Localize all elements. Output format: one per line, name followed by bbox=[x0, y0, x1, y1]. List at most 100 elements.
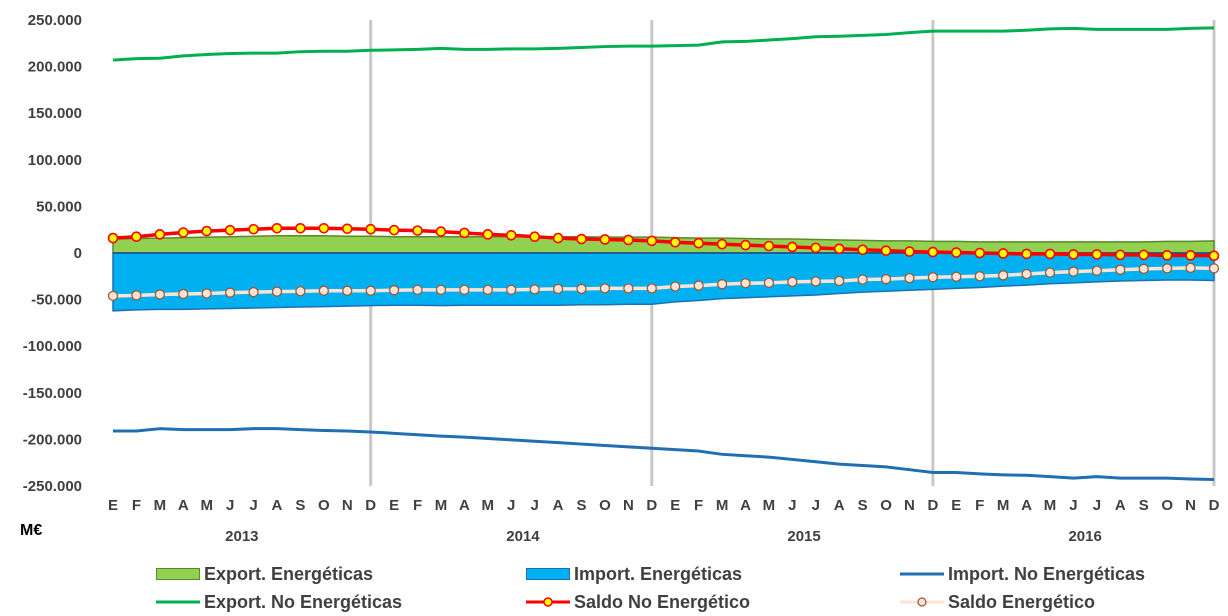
marker-saldo-energ-tico bbox=[716, 279, 728, 290]
y-tick-label: -50.000 bbox=[31, 292, 82, 309]
x-month-label: S bbox=[577, 497, 587, 514]
legend-line-saldo-no-energetico bbox=[526, 597, 570, 607]
legend: Export. Energéticas Import. Energéticas … bbox=[0, 562, 1228, 616]
x-month-label: E bbox=[108, 497, 118, 514]
marker-saldo-no-energ-tico bbox=[248, 223, 259, 235]
marker-saldo-no-energ-tico bbox=[693, 237, 704, 249]
y-tick-label: 250.000 bbox=[28, 12, 82, 29]
marker-saldo-energ-tico bbox=[576, 283, 587, 294]
marker-saldo-no-energ-tico bbox=[201, 225, 213, 237]
marker-saldo-energ-tico bbox=[646, 283, 657, 294]
x-month-label: M bbox=[716, 497, 729, 514]
x-month-label: M bbox=[200, 497, 213, 514]
x-month-label: A bbox=[1115, 497, 1126, 514]
marker-saldo-no-energ-tico bbox=[365, 223, 376, 235]
x-month-label: O bbox=[880, 497, 892, 514]
x-month-label: D bbox=[365, 497, 376, 514]
marker-saldo-no-energ-tico bbox=[224, 224, 236, 236]
legend-line-export-no-energeticas bbox=[156, 600, 200, 604]
marker-saldo-energ-tico bbox=[412, 284, 423, 295]
x-year-label: 2015 bbox=[787, 528, 820, 545]
x-month-label: J bbox=[788, 497, 796, 514]
chart-lines bbox=[107, 26, 1220, 481]
marker-saldo-no-energ-tico bbox=[318, 223, 330, 234]
marker-saldo-no-energ-tico bbox=[810, 242, 822, 254]
x-month-label: S bbox=[1139, 497, 1149, 514]
marker-saldo-energ-tico bbox=[1138, 263, 1149, 274]
x-month-label: S bbox=[858, 497, 868, 514]
marker-saldo-energ-tico bbox=[107, 290, 119, 301]
marker-saldo-energ-tico bbox=[1021, 268, 1032, 280]
unit-label: M€ bbox=[20, 522, 42, 539]
x-month-label: J bbox=[507, 497, 515, 514]
legend-item-saldo-energetico: Saldo Energético bbox=[900, 590, 1095, 614]
marker-saldo-no-energ-tico bbox=[1068, 249, 1079, 260]
x-month-label: J bbox=[530, 497, 538, 514]
marker-saldo-energ-tico bbox=[951, 271, 962, 282]
marker-saldo-no-energ-tico bbox=[951, 247, 962, 258]
x-month-label: A bbox=[272, 497, 283, 514]
area-import-energ-ticas bbox=[112, 252, 1215, 312]
line-import-no-energ-ticas bbox=[113, 427, 1215, 481]
marker-saldo-energ-tico bbox=[623, 283, 634, 294]
line-export-no-energ-ticas bbox=[112, 26, 1215, 62]
marker-saldo-no-energ-tico bbox=[412, 225, 423, 236]
x-month-label: A bbox=[1021, 497, 1032, 514]
y-tick-label: 150.000 bbox=[28, 105, 82, 122]
legend-swatch-import-energeticas bbox=[526, 568, 570, 580]
marker-saldo-no-energ-tico bbox=[927, 246, 939, 258]
marker-saldo-energ-tico bbox=[834, 275, 845, 287]
marker-saldo-no-energ-tico bbox=[505, 229, 517, 241]
x-month-label: M bbox=[154, 497, 167, 514]
marker-saldo-no-energ-tico bbox=[154, 229, 166, 240]
marker-saldo-no-energ-tico bbox=[529, 231, 540, 242]
marker-saldo-no-energ-tico bbox=[1161, 250, 1173, 261]
marker-saldo-no-energ-tico bbox=[669, 236, 681, 248]
legend-swatch-export-energeticas bbox=[156, 568, 200, 580]
marker-saldo-energ-tico bbox=[740, 278, 751, 289]
legend-label: Export. No Energéticas bbox=[204, 591, 403, 612]
x-month-label: E bbox=[670, 497, 680, 514]
marker-saldo-no-energ-tico bbox=[388, 224, 400, 236]
legend-item-import-energeticas: Import. Energéticas bbox=[526, 562, 742, 586]
marker-saldo-energ-tico bbox=[927, 272, 938, 283]
marker-saldo-no-energ-tico bbox=[341, 223, 353, 235]
marker-saldo-energ-tico bbox=[1044, 267, 1056, 278]
marker-saldo-no-energ-tico bbox=[763, 240, 775, 252]
legend-line-import-no-energeticas bbox=[900, 572, 944, 576]
x-month-label: F bbox=[694, 497, 703, 514]
marker-saldo-energ-tico bbox=[599, 283, 611, 294]
x-month-label: O bbox=[599, 497, 611, 514]
marker-saldo-no-energ-tico bbox=[974, 247, 986, 259]
marker-saldo-energ-tico bbox=[1185, 262, 1196, 274]
y-tick-label: -100.000 bbox=[23, 338, 82, 355]
marker-saldo-no-energ-tico bbox=[997, 248, 1009, 259]
legend-label: Export. Energéticas bbox=[204, 563, 374, 584]
x-month-label: N bbox=[342, 497, 353, 514]
x-month-label: A bbox=[553, 497, 564, 514]
y-tick-label: -200.000 bbox=[23, 431, 82, 448]
marker-saldo-energ-tico bbox=[435, 284, 447, 295]
marker-saldo-energ-tico bbox=[178, 288, 189, 300]
marker-saldo-energ-tico bbox=[787, 276, 798, 287]
marker-saldo-energ-tico bbox=[1162, 263, 1173, 274]
marker-saldo-energ-tico bbox=[904, 273, 915, 284]
x-year-label: 2014 bbox=[506, 528, 540, 545]
x-month-label: N bbox=[1185, 497, 1196, 514]
marker-saldo-no-energ-tico bbox=[177, 227, 189, 238]
marker-saldo-energ-tico bbox=[154, 289, 165, 300]
x-month-label: O bbox=[1161, 497, 1173, 514]
marker-saldo-energ-tico bbox=[271, 286, 283, 297]
x-month-label: J bbox=[226, 497, 234, 514]
chart-canvas: -250.000 -200.000 -150.000 -100.000 -50.000 0… bbox=[20, 12, 1220, 545]
x-month-label: F bbox=[413, 497, 422, 514]
marker-saldo-no-energ-tico bbox=[459, 227, 470, 239]
y-axis: -250.000 -200.000 -150.000 -100.000 -50.000 0… bbox=[23, 12, 82, 495]
x-month-label: F bbox=[132, 497, 141, 514]
x-month-label: M bbox=[435, 497, 448, 514]
marker-saldo-energ-tico bbox=[670, 281, 681, 292]
marker-saldo-energ-tico bbox=[880, 273, 892, 285]
marker-saldo-no-energ-tico bbox=[716, 238, 728, 250]
marker-saldo-energ-tico bbox=[201, 288, 212, 299]
marker-saldo-energ-tico bbox=[552, 283, 564, 294]
